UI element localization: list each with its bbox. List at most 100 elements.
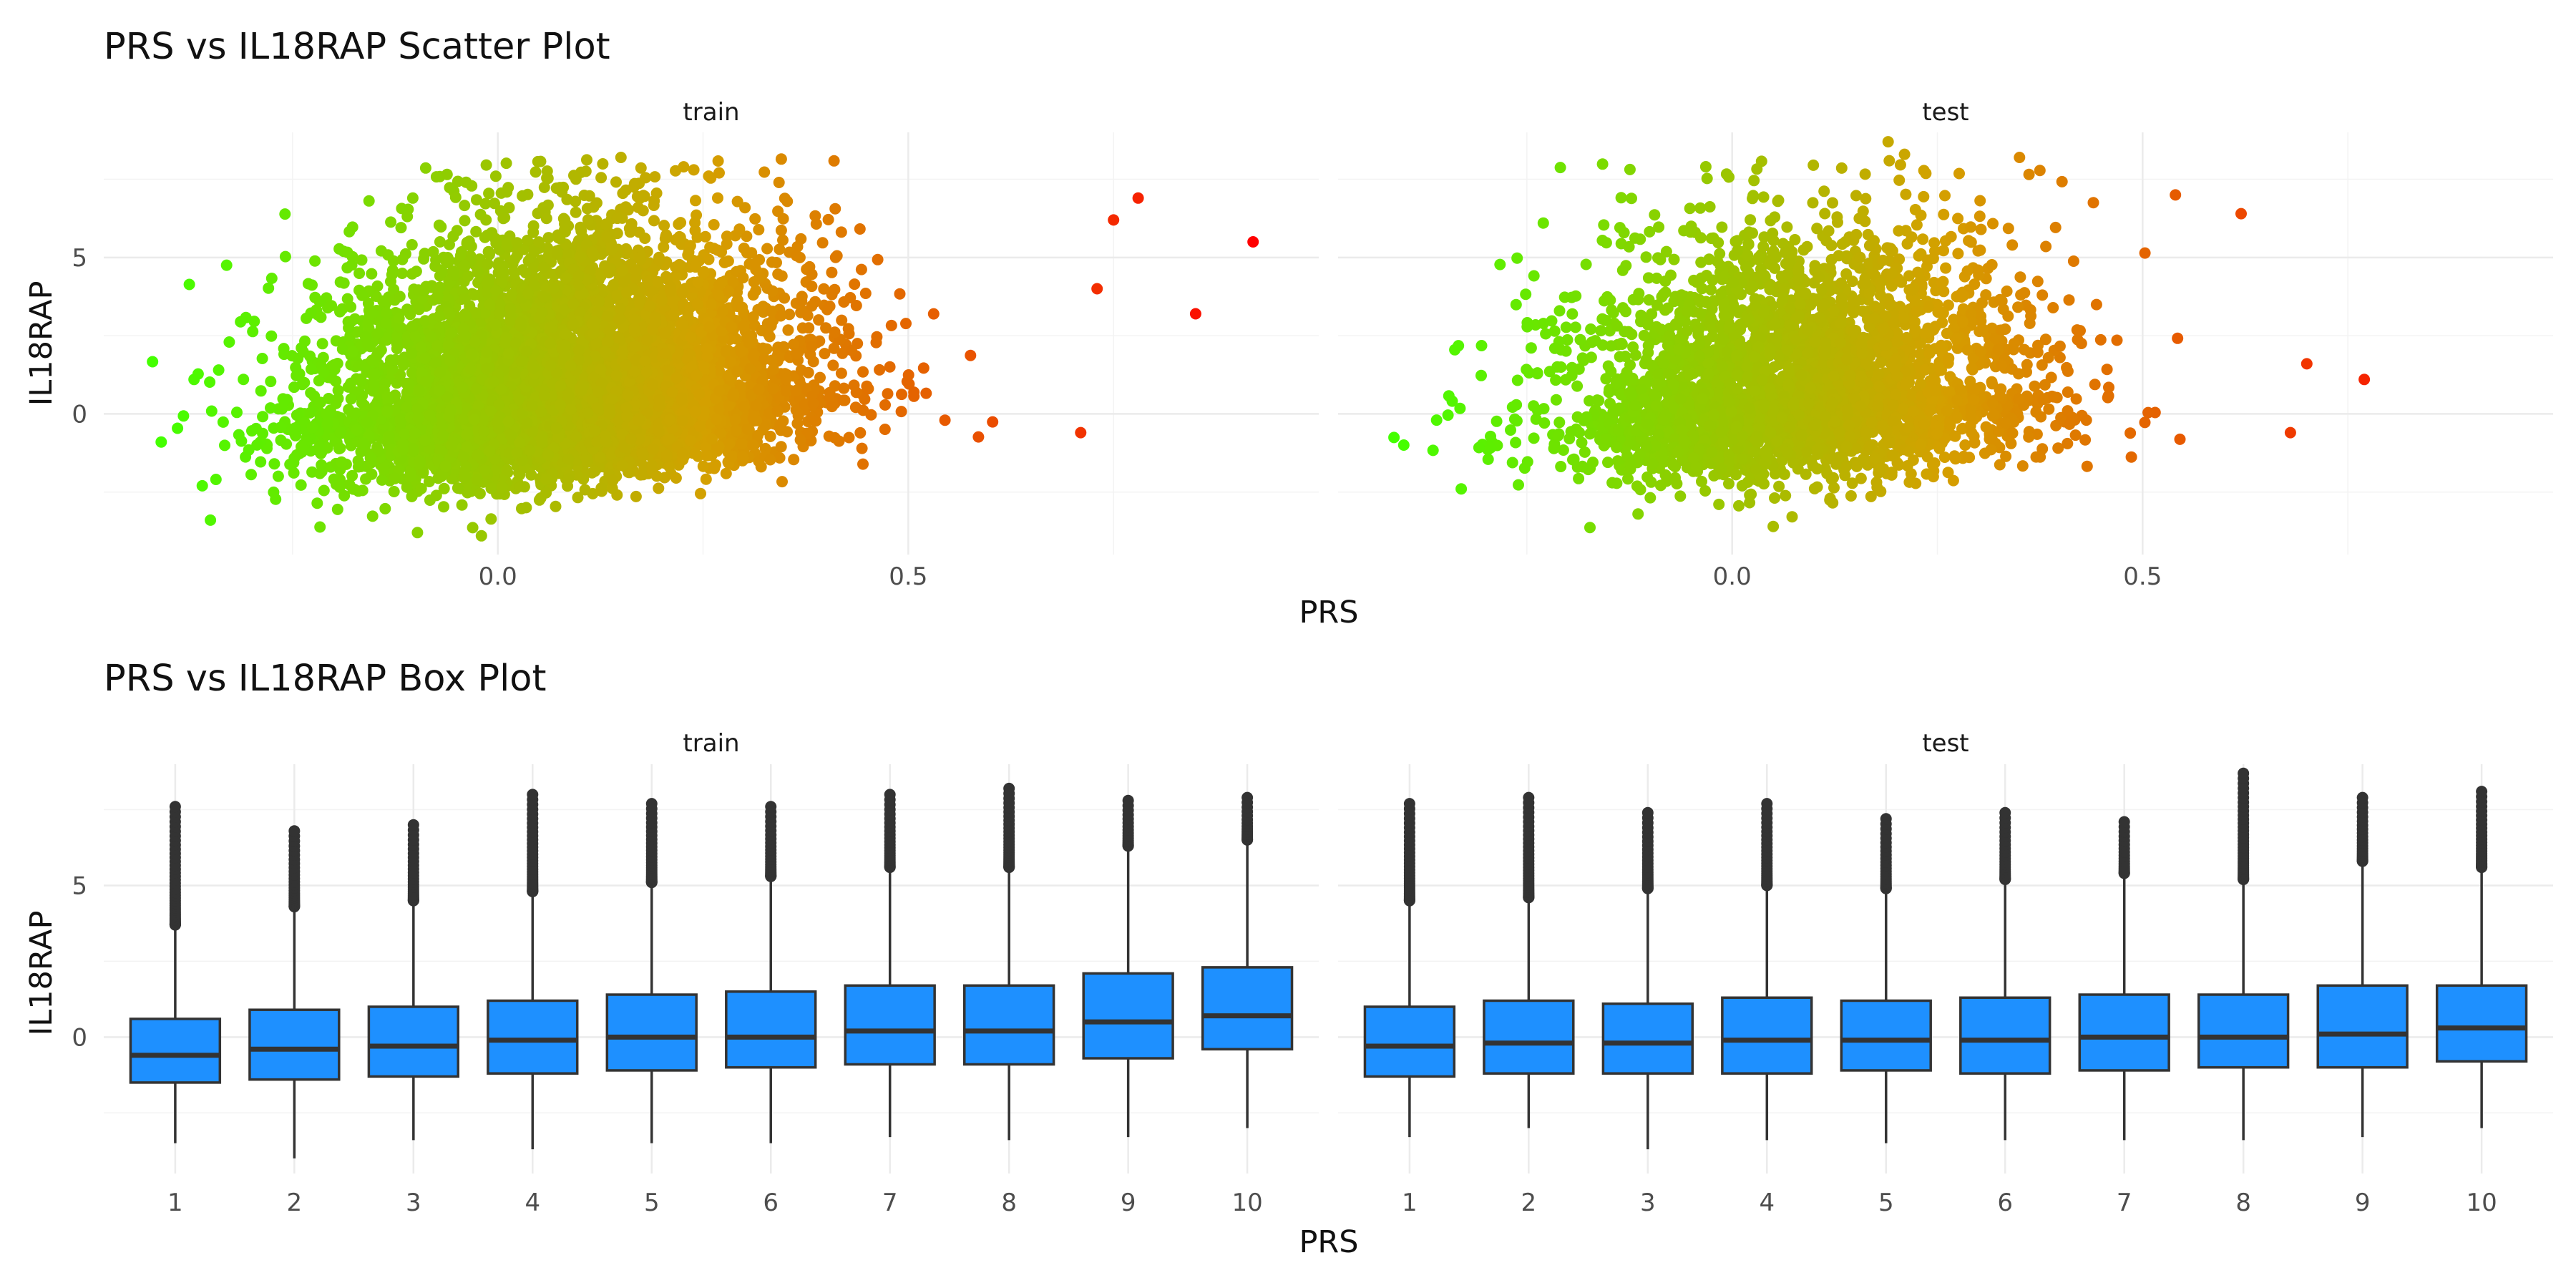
scatter-x-tick-label: 0.5 (889, 562, 927, 591)
scatter-point (850, 300, 862, 311)
scatter-point (284, 459, 296, 470)
scatter-point (263, 282, 275, 294)
scatter-point (791, 250, 803, 262)
scatter-point (885, 319, 897, 331)
scatter-point (299, 335, 311, 347)
scatter-point (434, 236, 446, 248)
scatter-point (482, 229, 494, 241)
scatter-point (779, 192, 791, 205)
scatter-point (501, 239, 513, 251)
scatter-point (828, 155, 840, 167)
scatter-point (219, 439, 230, 452)
scatter-point (658, 220, 670, 232)
scatter-point (630, 490, 642, 502)
scatter-point (610, 176, 622, 188)
scatter-point (247, 326, 259, 338)
scatter-point (297, 346, 309, 358)
scatter-point (697, 460, 709, 472)
scatter-point (965, 349, 977, 361)
scatter-point (356, 254, 368, 266)
scatter-point (366, 468, 378, 480)
scatter-point (829, 283, 841, 296)
scatter-point (872, 253, 884, 265)
scatter-point (753, 224, 765, 235)
scatter-point (376, 474, 388, 486)
scatter-point (245, 469, 257, 481)
scatter-point (762, 328, 774, 340)
scatter-point (927, 308, 940, 320)
scatter-point (827, 359, 839, 371)
scatter-point (835, 367, 847, 379)
scatter-point (290, 361, 302, 374)
scatter-point (561, 193, 573, 205)
scatter-point (265, 402, 276, 414)
scatter-point (854, 223, 866, 235)
scatter-point (480, 214, 492, 226)
scatter-point (500, 157, 512, 170)
scatter-point (690, 195, 701, 207)
scatter-point (895, 406, 907, 418)
scatter-point (172, 422, 184, 434)
scatter-x-tick-label: 0.0 (479, 562, 517, 591)
scatter-point (703, 253, 715, 265)
scatter-point (204, 376, 216, 388)
scatter-point (388, 486, 400, 497)
scatter-point (857, 366, 869, 378)
scatter-point (809, 415, 821, 427)
scatter-point (223, 336, 235, 348)
scatter-point (311, 497, 323, 509)
scatter-point (731, 195, 743, 208)
scatter-point (456, 499, 468, 511)
scatter-point (682, 249, 694, 261)
scatter-point (381, 307, 393, 319)
scatter-point (449, 191, 462, 203)
scatter-point (461, 238, 473, 250)
scatter-point (775, 224, 787, 236)
scatter-point (480, 159, 492, 171)
scatter-point (177, 410, 190, 422)
scatter-point (775, 441, 787, 453)
scatter-point (401, 210, 414, 223)
scatter-point (774, 243, 786, 255)
scatter-point (401, 303, 414, 316)
scatter-point (987, 416, 999, 428)
scatter-point (874, 364, 886, 376)
scatter-point (238, 374, 250, 386)
scatter-point (648, 200, 660, 211)
scatter-point (438, 501, 449, 513)
scatter-point (814, 371, 826, 384)
scatter-point (838, 382, 850, 394)
scatter-point (467, 522, 479, 534)
scatter-point (972, 431, 985, 443)
scatter-point (720, 467, 732, 479)
scatter-point (845, 344, 857, 356)
scatter-point (635, 162, 647, 174)
scatter-point (826, 266, 838, 278)
scatter-point (920, 387, 932, 399)
scatter-point (501, 186, 513, 198)
scatter-point (235, 435, 248, 447)
scatter-point (695, 487, 706, 499)
scatter-point (857, 458, 869, 470)
scatter-point (939, 414, 951, 426)
scatter-point (257, 411, 269, 423)
scatter-point (474, 487, 486, 499)
scatter-point (831, 250, 843, 262)
scatter-point (900, 318, 912, 330)
scatter-point (775, 153, 787, 165)
scatter-point (316, 459, 328, 471)
scatter-point (829, 203, 841, 215)
scatter-point (366, 268, 378, 280)
scatter-point (272, 470, 284, 482)
scatter-point (741, 230, 753, 243)
scatter-point (550, 500, 562, 512)
scatter-point (582, 214, 594, 226)
scatter-point (673, 218, 685, 230)
scatter-point (540, 473, 552, 485)
scatter-point (430, 489, 442, 502)
scatter-point (147, 356, 159, 368)
scatter-point (773, 177, 785, 188)
scatter-point (363, 195, 375, 207)
